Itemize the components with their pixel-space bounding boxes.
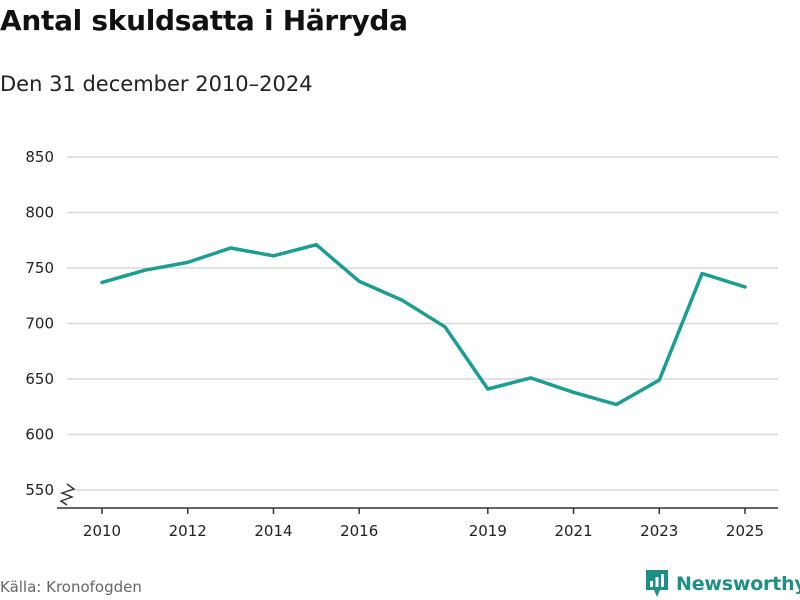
y-tick-label: 800 bbox=[25, 204, 54, 222]
data-point bbox=[143, 268, 147, 272]
x-tick-label: 2014 bbox=[254, 522, 292, 540]
data-point bbox=[614, 403, 618, 407]
x-tick-label: 2012 bbox=[169, 522, 207, 540]
data-point bbox=[529, 376, 533, 380]
source-note: Källa: Kronofogden bbox=[0, 578, 142, 596]
chart-title: Antal skuldsatta i Härryda bbox=[0, 4, 408, 37]
data-point bbox=[314, 243, 318, 247]
x-axis bbox=[57, 483, 778, 509]
data-point bbox=[229, 246, 233, 250]
data-point bbox=[486, 387, 490, 391]
series-line bbox=[100, 242, 747, 407]
y-tick-label: 700 bbox=[25, 315, 54, 333]
x-axis-ticks: 2010 2012 2014 2016 2019 2021 2023 2025 bbox=[83, 508, 764, 540]
x-tick-label: 2021 bbox=[554, 522, 592, 540]
y-tick-label: 600 bbox=[25, 426, 54, 444]
data-point bbox=[700, 272, 704, 276]
series-layer bbox=[100, 242, 747, 407]
data-point bbox=[357, 279, 361, 283]
y-tick-label: 650 bbox=[25, 370, 54, 388]
data-point bbox=[657, 378, 661, 382]
axis-break-icon bbox=[59, 483, 76, 506]
data-point bbox=[100, 280, 104, 284]
y-tick-label: 850 bbox=[25, 148, 54, 166]
x-tick-label: 2025 bbox=[726, 522, 764, 540]
x-tick-label: 2016 bbox=[340, 522, 378, 540]
brand-name: Newsworthy bbox=[676, 573, 800, 595]
data-point bbox=[400, 298, 404, 302]
grid-lines bbox=[67, 156, 778, 491]
data-point bbox=[186, 260, 190, 264]
chart-subtitle: Den 31 december 2010–2024 bbox=[0, 72, 313, 96]
x-tick-label: 2019 bbox=[469, 522, 507, 540]
data-point bbox=[443, 325, 447, 329]
y-axis: 550 600 650 700 750 800 850 bbox=[25, 148, 54, 499]
x-tick-label: 2010 bbox=[83, 522, 121, 540]
newsworthy-logo-icon bbox=[646, 570, 668, 597]
brand-logo[interactable]: Newsworthy bbox=[644, 568, 800, 600]
data-point bbox=[572, 390, 576, 394]
y-tick-label: 550 bbox=[25, 481, 54, 499]
data-point bbox=[743, 285, 747, 289]
y-tick-label: 750 bbox=[25, 259, 54, 277]
data-point bbox=[271, 254, 275, 258]
x-tick-label: 2023 bbox=[640, 522, 678, 540]
